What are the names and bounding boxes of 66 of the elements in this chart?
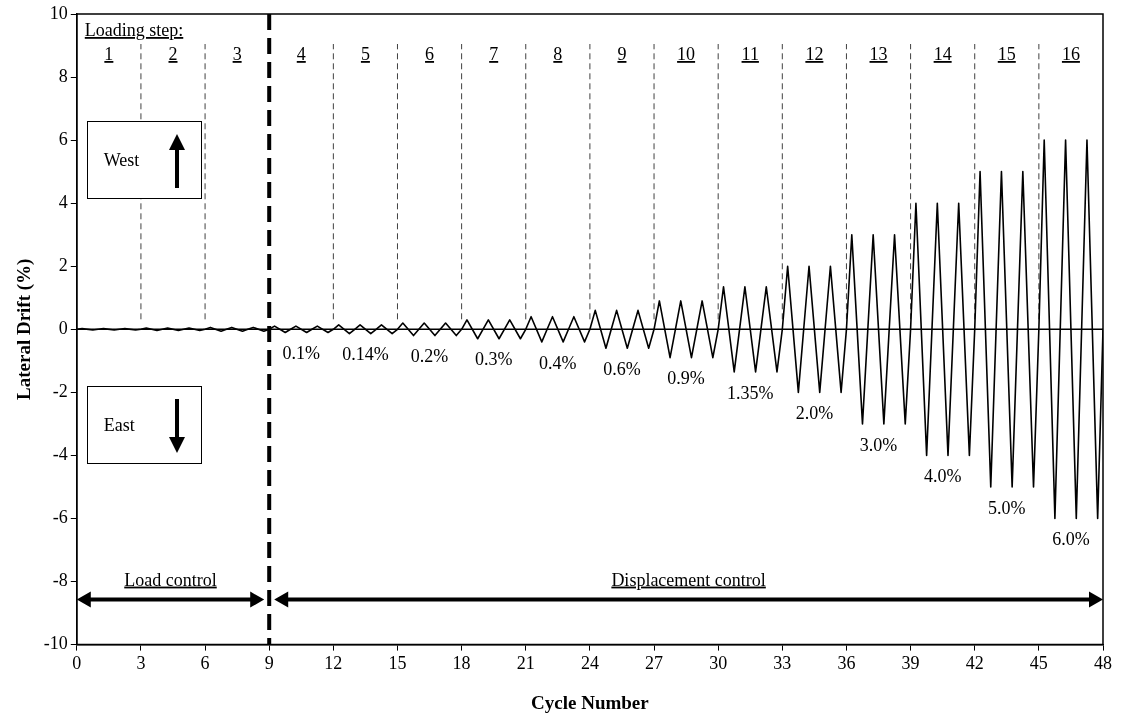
annotation: 15 — [997, 44, 1016, 64]
annotation: 4.0% — [923, 466, 962, 487]
annotation: Load control — [124, 569, 217, 590]
x-tick-label: 12 — [324, 653, 343, 674]
annotation: 10 — [677, 44, 696, 64]
x-tick-label: 0 — [72, 653, 82, 674]
y-tick-label: -8 — [52, 570, 68, 591]
annotation: 3 — [232, 44, 242, 64]
x-tick-label: 33 — [773, 653, 792, 674]
x-tick-label: 15 — [388, 653, 407, 674]
annotation: 1.35% — [726, 382, 774, 403]
y-axis-title: Lateral Drift (%) — [13, 258, 36, 400]
x-tick-label: 42 — [965, 653, 984, 674]
annotation: 0.6% — [603, 358, 641, 379]
annotation: 3.0% — [859, 434, 898, 455]
x-tick-label: 9 — [264, 653, 274, 674]
annotation: 1 — [104, 44, 114, 64]
y-tick-label: 0 — [58, 318, 68, 339]
y-tick-label: 8 — [58, 65, 68, 86]
annotation: 12 — [805, 44, 824, 64]
y-tick-label: -10 — [43, 633, 68, 654]
y-tick-label: -2 — [52, 381, 68, 402]
y-tick-label: 10 — [49, 2, 68, 23]
annotation: 14 — [933, 44, 952, 64]
annotation: 0.9% — [667, 368, 705, 389]
x-tick-label: 45 — [1029, 653, 1048, 674]
annotation: 13 — [869, 44, 888, 64]
annotation: 6.0% — [1052, 529, 1090, 550]
annotation: 2.0% — [795, 403, 834, 424]
annotation: West — [103, 149, 140, 171]
x-tick-label: 39 — [901, 653, 920, 674]
annotation: 2 — [168, 44, 178, 64]
annotation: East — [103, 414, 135, 436]
x-tick-label: 21 — [516, 653, 535, 674]
x-tick-label: 36 — [837, 653, 856, 674]
y-tick-label: -4 — [52, 444, 68, 465]
x-tick-label: 48 — [1094, 653, 1112, 674]
annotation: 7 — [489, 44, 499, 64]
annotation: 5.0% — [988, 497, 1026, 518]
annotation: 0.3% — [474, 349, 513, 370]
annotation: Loading step: — [84, 20, 184, 40]
annotation: 5 — [360, 44, 370, 64]
label-box: West — [86, 121, 202, 199]
label-box: East — [86, 386, 202, 464]
annotation: 16 — [1061, 44, 1080, 64]
y-tick-label: 4 — [58, 191, 68, 212]
annotation: Displacement control — [611, 569, 766, 590]
annotation: 11 — [741, 44, 759, 64]
x-tick-label: 3 — [136, 653, 146, 674]
y-tick-label: 6 — [58, 128, 68, 149]
x-axis-title: Cycle Number — [531, 691, 650, 713]
x-tick-label: 30 — [709, 653, 728, 674]
annotation: 0.14% — [342, 344, 389, 365]
annotation: 8 — [553, 44, 563, 64]
x-tick-label: 6 — [200, 653, 210, 674]
annotation: 4 — [296, 44, 306, 64]
y-tick-label: -6 — [52, 507, 68, 528]
x-tick-label: 24 — [580, 653, 599, 674]
annotation: 0.1% — [282, 343, 321, 364]
x-tick-label: 18 — [452, 653, 471, 674]
y-tick-label: 2 — [58, 254, 68, 275]
x-tick-label: 27 — [645, 653, 664, 674]
annotation: 6 — [425, 44, 435, 64]
annotation: 0.4% — [539, 352, 577, 373]
annotation: 0.2% — [410, 346, 449, 367]
annotation: 9 — [617, 44, 627, 64]
